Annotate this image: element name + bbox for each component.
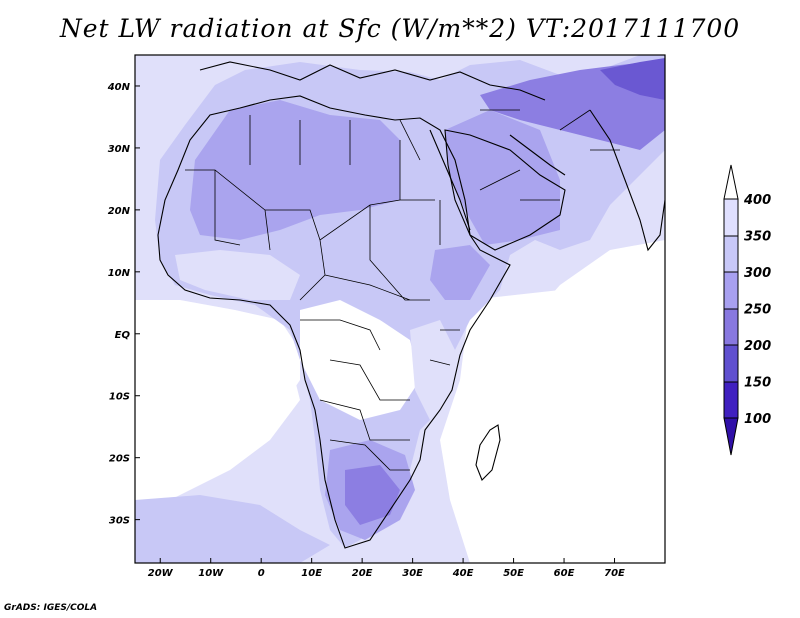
colorbar-label: 100 xyxy=(744,412,771,427)
lat-tick-label: EQ xyxy=(115,330,131,341)
lat-tick-label: 30N xyxy=(108,144,131,155)
colorbar-bin-300-350 xyxy=(723,235,739,273)
lon-axis: 20W 10W 0 10E 20E 30E 40E 50E 60E 70E xyxy=(148,558,625,579)
lon-tick-label: 40E xyxy=(452,568,474,579)
colorbar-label: 250 xyxy=(744,303,771,318)
lat-tick-label: 10N xyxy=(108,268,131,279)
lat-tick-label: 20S xyxy=(109,454,130,465)
colorbar-label: 200 xyxy=(744,339,771,354)
arabia-coastline xyxy=(444,129,566,251)
lon-tick-label: 70E xyxy=(604,568,625,579)
lon-tick-label: 60E xyxy=(554,568,575,579)
lat-tick-label: 10S xyxy=(109,392,130,403)
colorbar-bin-200-250 xyxy=(723,308,739,346)
lat-axis: 40N 30N 20N 10N EQ 10S 20S 30S xyxy=(107,82,140,527)
shade-congo-white xyxy=(300,300,420,420)
africa-coastline xyxy=(157,95,511,549)
coastlines xyxy=(157,61,665,549)
lon-tick-label: 10E xyxy=(301,568,322,579)
shade-west-africa xyxy=(175,250,300,300)
lon-tick-label: 0 xyxy=(258,568,265,579)
india-coastline xyxy=(589,109,665,252)
colorbar: 400 350 300 250 200 150 100 xyxy=(723,164,771,456)
europe-coastline xyxy=(199,61,546,101)
shade-east-africa xyxy=(410,320,455,420)
colorbar-labels: 400 350 300 250 200 150 100 xyxy=(743,193,771,427)
colorbar-label: 400 xyxy=(743,193,771,208)
colorbar-bin-100-150 xyxy=(723,381,739,419)
shade-ocean-south xyxy=(135,495,330,563)
lon-tick-label: 50E xyxy=(503,568,524,579)
shade-kalahari xyxy=(345,465,400,525)
shading-layer xyxy=(135,55,665,563)
colorbar-label: 300 xyxy=(744,266,771,281)
lon-tick-label: 20E xyxy=(352,568,373,579)
shade-himalaya xyxy=(600,58,665,100)
lat-tick-label: 40N xyxy=(107,82,131,93)
colorbar-label: 150 xyxy=(744,376,771,391)
border-lines xyxy=(185,109,620,471)
shade-horn xyxy=(430,245,490,300)
colorbar-label: 350 xyxy=(744,230,771,245)
shade-ocean-white-gulf xyxy=(135,300,300,440)
shade-ocean-white-east xyxy=(440,290,665,563)
lon-tick-label: 10W xyxy=(198,568,224,579)
colorbar-bin-250-300 xyxy=(723,271,739,310)
colorbar-bin-350-400 xyxy=(723,198,739,237)
plot-frame xyxy=(134,54,666,564)
shade-arabia xyxy=(445,110,560,245)
borders xyxy=(185,109,620,471)
lon-tick-label: 30E xyxy=(402,568,423,579)
lat-tick-label: 30S xyxy=(109,516,130,527)
lon-tick-label: 20W xyxy=(148,568,174,579)
persian-gulf xyxy=(509,134,566,176)
lat-tick-label: 20N xyxy=(108,206,131,217)
shade-sahara xyxy=(190,100,400,240)
colorbar-bottom-arrow xyxy=(723,417,739,456)
madagascar-coastline xyxy=(475,424,501,481)
grads-credit: GrADS: IGES/COLA xyxy=(4,603,98,613)
red-sea xyxy=(429,129,471,231)
colorbar-top-arrow xyxy=(723,164,739,200)
map-title: Net LW radiation at Sfc (W/m**2) VT:2017… xyxy=(59,14,741,43)
colorbar-bin-150-200 xyxy=(723,344,739,383)
